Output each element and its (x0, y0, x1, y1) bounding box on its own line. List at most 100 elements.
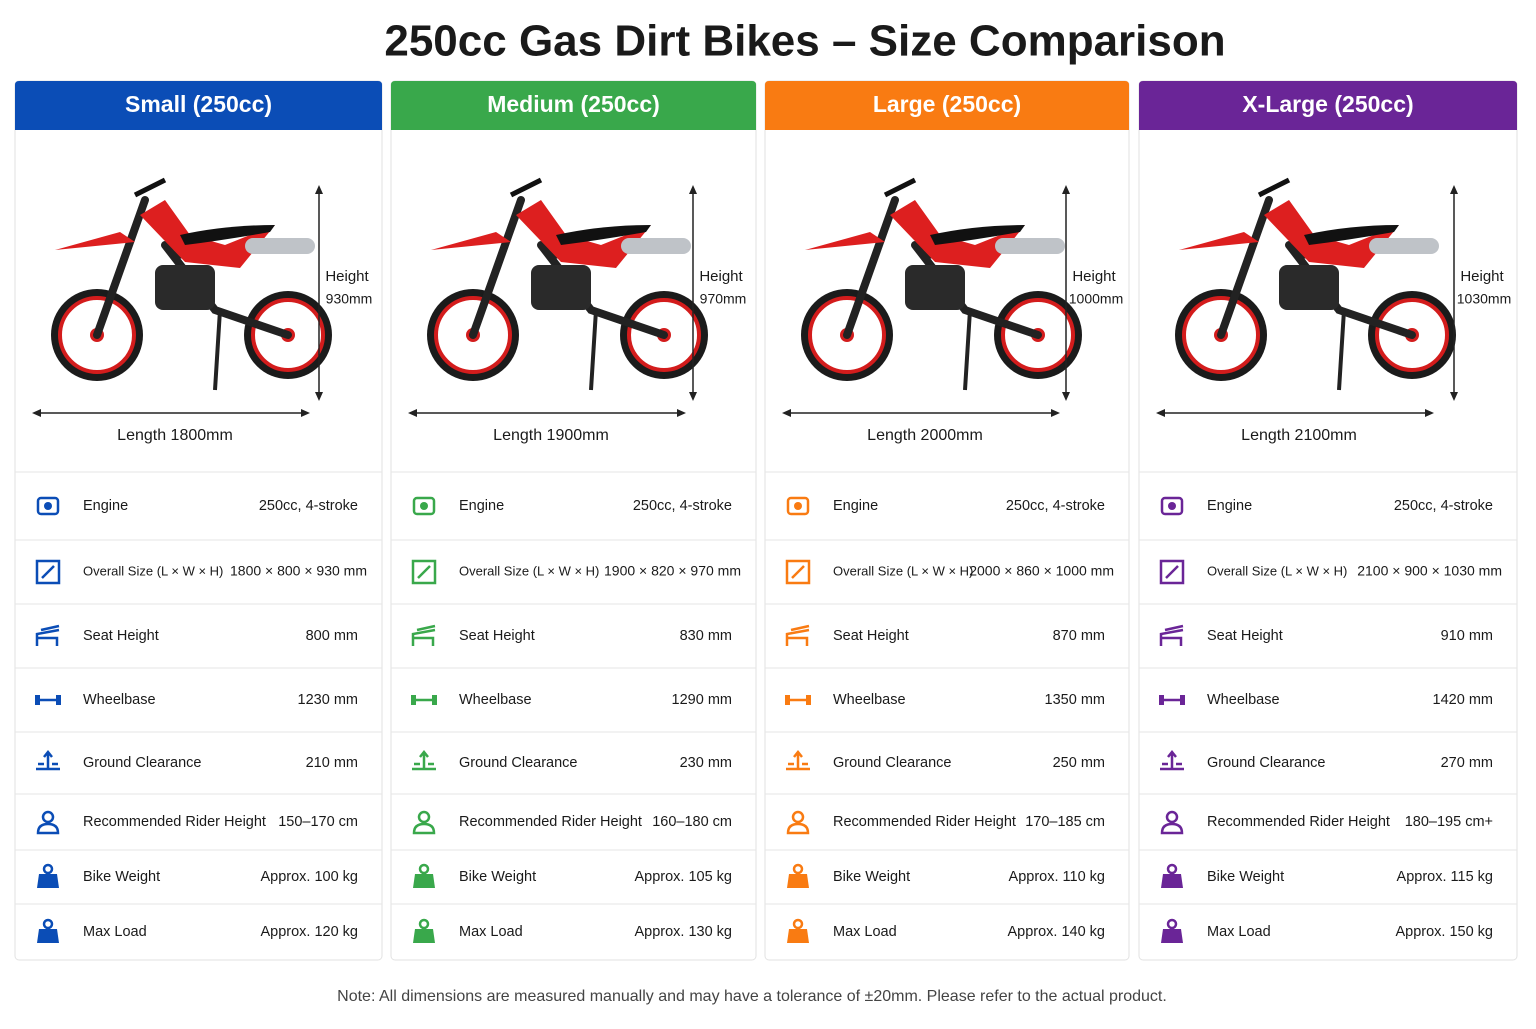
spec-label: Engine (1207, 498, 1252, 514)
exhaust (621, 238, 691, 254)
spec-label: Max Load (1207, 924, 1271, 940)
icon (1161, 929, 1183, 943)
spec-value: 250 mm (1053, 755, 1105, 771)
icon (418, 918, 430, 930)
icon (1160, 749, 1184, 771)
height-value: 1000mm (1069, 291, 1123, 307)
bodywork (805, 200, 1025, 268)
icon (806, 695, 811, 705)
spec-value: Approx. 110 kg (1009, 869, 1105, 885)
spec-label: Ground Clearance (459, 755, 578, 771)
length-label: Length 2100mm (1241, 427, 1357, 444)
bike-image (1175, 177, 1456, 391)
seat (1304, 225, 1399, 245)
kickstand (963, 309, 972, 391)
icon (36, 496, 60, 516)
card-title: Large (250cc) (873, 91, 1021, 117)
icon (432, 695, 437, 705)
spec-value: 910 mm (1441, 628, 1493, 644)
spec-value: 1900 × 820 × 970 mm (604, 563, 741, 579)
spec-value: 2100 × 900 × 1030 mm (1357, 563, 1502, 579)
icon (37, 874, 59, 888)
kickstand (213, 309, 222, 391)
spec-value: Approx. 150 kg (1395, 924, 1493, 940)
icon (786, 496, 810, 516)
spec-value: 250cc, 4-stroke (1006, 498, 1105, 514)
spec-label: Bike Weight (1207, 869, 1284, 885)
bike-image (51, 177, 332, 391)
height-label: Height (699, 268, 743, 285)
icon (794, 502, 802, 510)
kickstand (589, 309, 598, 391)
spec-value: Approx. 115 kg (1397, 869, 1493, 885)
card-header (15, 81, 382, 130)
icon (1159, 559, 1185, 585)
spec-label: Wheelbase (833, 692, 906, 708)
spec-value: 250cc, 4-stroke (259, 498, 358, 514)
icon (411, 559, 437, 585)
spec-value: 180–195 cm+ (1405, 814, 1493, 830)
card-title: X-Large (250cc) (1242, 91, 1413, 117)
size-card: Medium (250cc) Height 970mm Length 1900mm En… (390, 80, 757, 961)
icon (785, 559, 811, 585)
spec-label: Seat Height (833, 628, 909, 644)
size-card: Small (250cc) Height 930mm Length 1800mm Eng… (14, 80, 383, 961)
icon (1159, 624, 1184, 646)
handlebar (133, 177, 167, 198)
length-label: Length 2000mm (867, 427, 983, 444)
spec-value: 270 mm (1441, 755, 1493, 771)
icon (418, 863, 430, 875)
icon (792, 918, 804, 930)
icon (41, 565, 55, 579)
icon (42, 863, 54, 875)
height-value: 1030mm (1457, 291, 1511, 307)
bodywork (431, 200, 651, 268)
spec-label: Max Load (459, 924, 523, 940)
size-card: X-Large (250cc) Height 1030mm Length 2100mm… (1138, 80, 1518, 961)
icon (420, 502, 428, 510)
spec-label: Overall Size (L × W × H) (459, 563, 599, 578)
seat (930, 225, 1025, 245)
spec-label: Recommended Rider Height (459, 814, 642, 830)
kickstand (1337, 309, 1346, 391)
spec-value: 1290 mm (672, 692, 732, 708)
icon (42, 918, 54, 930)
icon (785, 624, 810, 646)
card-header (765, 81, 1129, 130)
spec-value: 830 mm (680, 628, 732, 644)
spec-label: Engine (833, 498, 878, 514)
spec-value: 1420 mm (1433, 692, 1493, 708)
spec-label: Recommended Rider Height (1207, 814, 1390, 830)
spec-label: Recommended Rider Height (833, 814, 1016, 830)
spec-value: 2000 × 860 × 1000 mm (969, 563, 1114, 579)
spec-value: 870 mm (1053, 628, 1105, 644)
icon (1160, 496, 1184, 516)
bike-image (427, 177, 708, 391)
icon (36, 822, 60, 835)
icon (1165, 810, 1179, 824)
icon (787, 929, 809, 943)
icon (413, 929, 435, 943)
spec-label: Max Load (833, 924, 897, 940)
spec-value: Approx. 130 kg (634, 924, 732, 940)
spec-label: Ground Clearance (833, 755, 952, 771)
icon (1161, 874, 1183, 888)
icon (791, 565, 805, 579)
icon (1168, 502, 1176, 510)
spec-label: Wheelbase (1207, 692, 1280, 708)
bodywork (1179, 200, 1399, 268)
icon (44, 502, 52, 510)
handlebar (883, 177, 917, 198)
icon (35, 695, 40, 705)
spec-label: Overall Size (L × W × H) (1207, 563, 1347, 578)
spec-label: Max Load (83, 924, 147, 940)
footnote: Note: All dimensions are measured manual… (337, 988, 1167, 1005)
spec-value: 1350 mm (1045, 692, 1105, 708)
spec-label: Wheelbase (459, 692, 532, 708)
spec-label: Seat Height (459, 628, 535, 644)
icon (1160, 822, 1184, 835)
spec-value: 210 mm (306, 755, 358, 771)
spec-value: 170–185 cm (1025, 814, 1105, 830)
exhaust (245, 238, 315, 254)
spec-label: Overall Size (L × W × H) (83, 563, 223, 578)
